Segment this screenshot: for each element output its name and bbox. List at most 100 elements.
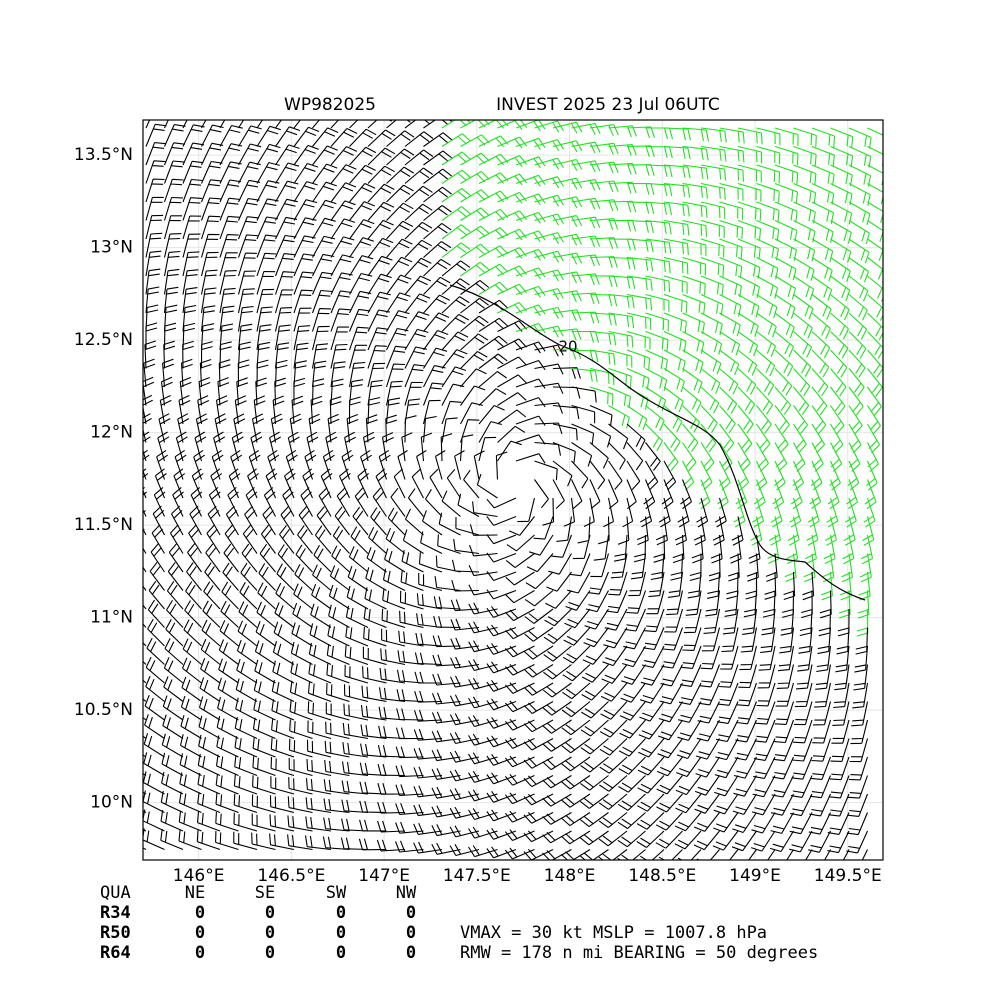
wind-barb — [233, 413, 246, 443]
wind-barb — [561, 793, 591, 808]
wind-barb — [330, 236, 355, 258]
wind-barb — [719, 256, 743, 278]
wind-barb — [396, 708, 424, 721]
wind-barb — [608, 181, 637, 194]
wind-barb — [381, 608, 406, 629]
wind-barb — [237, 288, 255, 314]
wind-barb — [184, 600, 202, 628]
wind-barb — [793, 294, 814, 320]
wind-barb — [478, 172, 509, 184]
wind-barb — [366, 547, 387, 573]
wind-barb — [233, 793, 258, 814]
wind-barb — [293, 325, 311, 351]
wind-barb — [404, 167, 434, 184]
wind-barb — [830, 386, 846, 416]
wind-barb — [252, 756, 276, 777]
wind-barb — [262, 505, 276, 536]
wind-barb — [842, 534, 855, 565]
wind-barb — [240, 562, 258, 591]
wind-barb — [377, 820, 406, 833]
wind-barb — [307, 701, 332, 721]
wind-barb — [308, 662, 332, 684]
wind-barb — [695, 756, 720, 778]
wind-barb — [523, 775, 554, 788]
wind-barb — [259, 543, 276, 573]
wind-barb — [318, 487, 332, 517]
wind-barb — [732, 812, 757, 834]
wind-barb — [804, 534, 817, 565]
wind-barb — [460, 297, 489, 314]
wind-barb — [715, 738, 739, 761]
wind-barb — [330, 308, 351, 332]
wind-barb — [668, 571, 684, 598]
wind-barb — [505, 590, 535, 604]
wind-barb — [582, 645, 609, 665]
wind-barb — [295, 544, 313, 573]
info-line: RMW = 178 n mi BEARING = 50 degrees — [460, 943, 818, 963]
wind-barb — [737, 201, 762, 221]
wind-barb — [848, 127, 872, 149]
wind-barb — [830, 312, 849, 340]
wind-barb — [659, 682, 683, 705]
wind-barb — [694, 775, 720, 796]
wind-barb — [756, 182, 780, 203]
wind-barb — [608, 460, 623, 490]
wind-barb — [606, 590, 628, 614]
wind-barb — [446, 469, 461, 499]
wind-barb — [748, 849, 757, 860]
wind-barb — [811, 294, 832, 320]
wind-barb — [441, 313, 470, 332]
wind-barb — [253, 698, 276, 721]
wind-barb — [145, 232, 163, 258]
wind-barb — [460, 368, 487, 388]
wind-barb — [272, 641, 295, 665]
wind-barb — [350, 526, 369, 554]
wind-barb — [508, 516, 535, 536]
wind-barb — [312, 217, 336, 240]
wind-barb — [404, 257, 432, 277]
wind-barb — [758, 645, 776, 671]
wind-barb — [630, 553, 647, 580]
wind-barb — [793, 423, 807, 454]
wind-barb — [330, 343, 348, 369]
wind-barb — [145, 120, 151, 129]
wind-barb — [682, 256, 707, 276]
barb-field — [143, 120, 883, 860]
wind-barb — [150, 543, 165, 573]
wind-barb — [663, 127, 692, 141]
wind-barb — [737, 331, 759, 357]
wind-barb — [336, 487, 350, 517]
wind-barb — [237, 216, 259, 240]
wind-barb — [700, 349, 722, 375]
wind-barb — [271, 679, 295, 702]
wind-barb — [645, 405, 665, 432]
wind-barb — [163, 160, 185, 184]
wind-barb — [179, 734, 202, 758]
wind-barb — [846, 479, 859, 510]
wind-barb — [504, 755, 535, 768]
wind-barb — [323, 779, 350, 795]
wind-barb — [486, 679, 517, 692]
wind-barb — [163, 304, 178, 332]
wind-barb — [655, 516, 668, 546]
wind-barb — [145, 214, 164, 240]
x-tick-label: 148°E — [544, 866, 596, 886]
wind-barb — [255, 377, 268, 406]
x-tick-label: 148.5°E — [628, 866, 696, 886]
wind-barb — [486, 772, 517, 785]
wind-barb — [515, 156, 546, 169]
wind-barb — [200, 215, 221, 240]
wind-barb — [838, 590, 851, 619]
wind-barb — [589, 124, 619, 137]
wind-barb — [385, 527, 406, 554]
wind-barb — [719, 238, 743, 259]
wind-barb — [145, 286, 160, 314]
wind-barb — [695, 738, 720, 760]
wind-barb — [275, 198, 298, 221]
wind-barb — [628, 571, 647, 597]
wind-barb — [598, 830, 628, 847]
wind-barb — [478, 317, 508, 332]
wind-barb — [323, 817, 350, 832]
wind-barb — [312, 253, 335, 277]
wind-barb — [848, 183, 871, 206]
